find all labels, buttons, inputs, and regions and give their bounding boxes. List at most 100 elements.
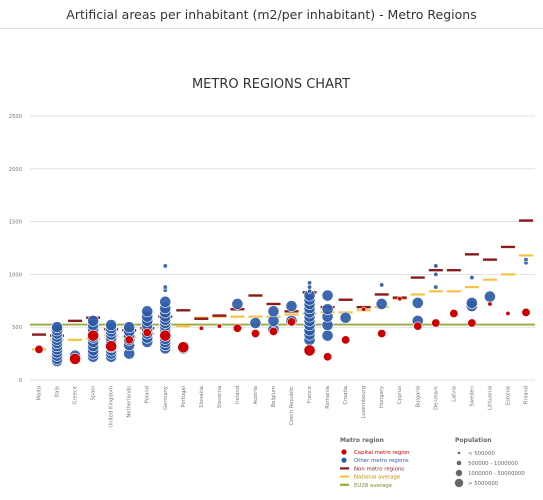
metro-regions-chart: METRO REGIONS CHART 0 500 1000 1500 2000 2500 M… xyxy=(9,77,535,489)
x-tick-label: Denmark xyxy=(433,386,439,410)
y-tick-label: 1000 xyxy=(9,272,22,278)
other-metro-point xyxy=(285,300,298,312)
legend-title-population: Population xyxy=(455,437,492,444)
y-tick-label: 1500 xyxy=(9,220,22,226)
legend-label: Non metro regions xyxy=(354,466,404,472)
capital-metro-point xyxy=(159,329,172,342)
x-tick-label: Lithuania xyxy=(487,386,493,410)
capital-metro-point xyxy=(377,329,387,339)
legend-label: Other metro regions xyxy=(354,458,409,464)
y-tick-label: 2000 xyxy=(9,167,22,173)
capital-metro-point xyxy=(232,323,242,333)
x-tick-label: Hungary xyxy=(379,386,385,408)
x-tick-label: Italy xyxy=(55,386,61,397)
legend-label: Capital metro region xyxy=(354,450,409,456)
x-tick-label: Bulgaria xyxy=(415,386,421,408)
other-metro-point xyxy=(267,305,280,318)
legend-population-label: > 5000000 xyxy=(468,481,499,487)
page-title: Artificial areas per inhabitant (m2/per … xyxy=(66,7,477,22)
x-tick-label: United Kingdom xyxy=(109,386,115,428)
other-metro-point xyxy=(162,263,168,269)
legend-population-label: 1000000 - 50000000 xyxy=(468,471,525,477)
other-metro-point xyxy=(307,288,313,294)
x-tick-label: Poland xyxy=(145,386,151,403)
x-tick-label: Sweden xyxy=(469,386,475,407)
other-metro-point xyxy=(321,289,334,302)
legend-population-label: 500000 - 1000000 xyxy=(468,461,519,467)
other-metro-point xyxy=(465,297,478,309)
x-tick-label: Portugal xyxy=(181,386,187,407)
capital-metro-point xyxy=(449,308,459,318)
x-tick-label: Romania xyxy=(325,386,331,409)
capital-metro-point xyxy=(487,301,493,307)
x-tick-label: Austria xyxy=(253,386,259,404)
capital-metro-point xyxy=(87,329,100,342)
capital-metro-point xyxy=(397,296,403,302)
title-divider xyxy=(0,28,543,29)
legend-title-metro: Metro region xyxy=(340,437,384,444)
capital-metro-point xyxy=(323,352,333,362)
capital-metro-point xyxy=(69,352,81,365)
legend-population-swatch xyxy=(454,478,464,488)
x-tick-label: Cyprus xyxy=(397,386,403,404)
capital-metro-point xyxy=(142,327,152,337)
other-metro-point xyxy=(411,297,424,309)
x-tick-label: Greece xyxy=(73,386,79,404)
legend-population-swatch xyxy=(456,460,462,466)
other-metro-point xyxy=(321,329,334,342)
x-tick-label: France xyxy=(307,386,313,403)
legend-population-label: < 500000 xyxy=(468,451,495,457)
capital-metro-point xyxy=(361,306,367,312)
capital-metro-point xyxy=(177,341,190,354)
y-tick-label: 2500 xyxy=(9,114,22,120)
x-tick-label: Croatia xyxy=(343,386,349,405)
y-tick-label: 0 xyxy=(19,378,22,384)
other-metro-point xyxy=(105,319,118,331)
other-metro-point xyxy=(231,298,244,310)
capital-metro-point xyxy=(413,321,423,331)
legend-label: National average xyxy=(354,475,401,481)
capital-metro-point xyxy=(216,323,222,329)
x-tick-label: Luxembourg xyxy=(361,386,367,418)
capital-metro-point xyxy=(105,340,118,353)
other-metro-point xyxy=(339,311,352,324)
other-metro-point xyxy=(484,290,496,303)
x-tick-label: Ireland xyxy=(235,386,241,404)
other-metro-point xyxy=(51,321,63,334)
capital-metro-point xyxy=(521,307,531,317)
legend-swatch xyxy=(341,449,347,455)
capital-metro-point xyxy=(303,344,316,357)
capital-metro-point xyxy=(124,335,134,345)
chart-title: METRO REGIONS CHART xyxy=(192,77,350,92)
other-metro-point xyxy=(307,284,313,290)
y-tick-label: 500 xyxy=(12,325,22,331)
other-metro-point xyxy=(321,303,334,316)
capital-metro-point xyxy=(250,329,260,339)
capital-metro-point xyxy=(467,318,477,328)
x-tick-label: Belgium xyxy=(271,386,277,407)
x-tick-label: Estonia xyxy=(505,386,511,405)
capital-metro-point xyxy=(287,317,297,327)
other-metro-point xyxy=(433,263,439,269)
legend-population-swatch xyxy=(455,469,463,477)
x-tick-label: Slovakia xyxy=(199,386,205,408)
other-metro-point xyxy=(159,295,172,308)
legend-swatch xyxy=(341,457,347,463)
other-metro-point xyxy=(307,280,313,286)
other-metro-point xyxy=(249,317,262,329)
x-tick-label: Slovenia xyxy=(217,386,223,408)
other-metro-point xyxy=(141,305,154,318)
capital-metro-point xyxy=(198,325,204,331)
x-tick-label: Latvia xyxy=(451,386,457,402)
x-tick-label: Finland xyxy=(523,386,529,405)
other-metro-point xyxy=(433,284,439,290)
legend-label: EU28 average xyxy=(354,483,393,489)
x-tick-label: Netherlands xyxy=(127,386,133,418)
other-metro-point xyxy=(523,257,529,263)
capital-metro-point xyxy=(431,318,441,328)
other-metro-point xyxy=(379,282,385,288)
other-metro-point xyxy=(469,275,475,281)
capital-metro-point xyxy=(341,335,351,345)
capital-metro-point xyxy=(34,344,44,354)
